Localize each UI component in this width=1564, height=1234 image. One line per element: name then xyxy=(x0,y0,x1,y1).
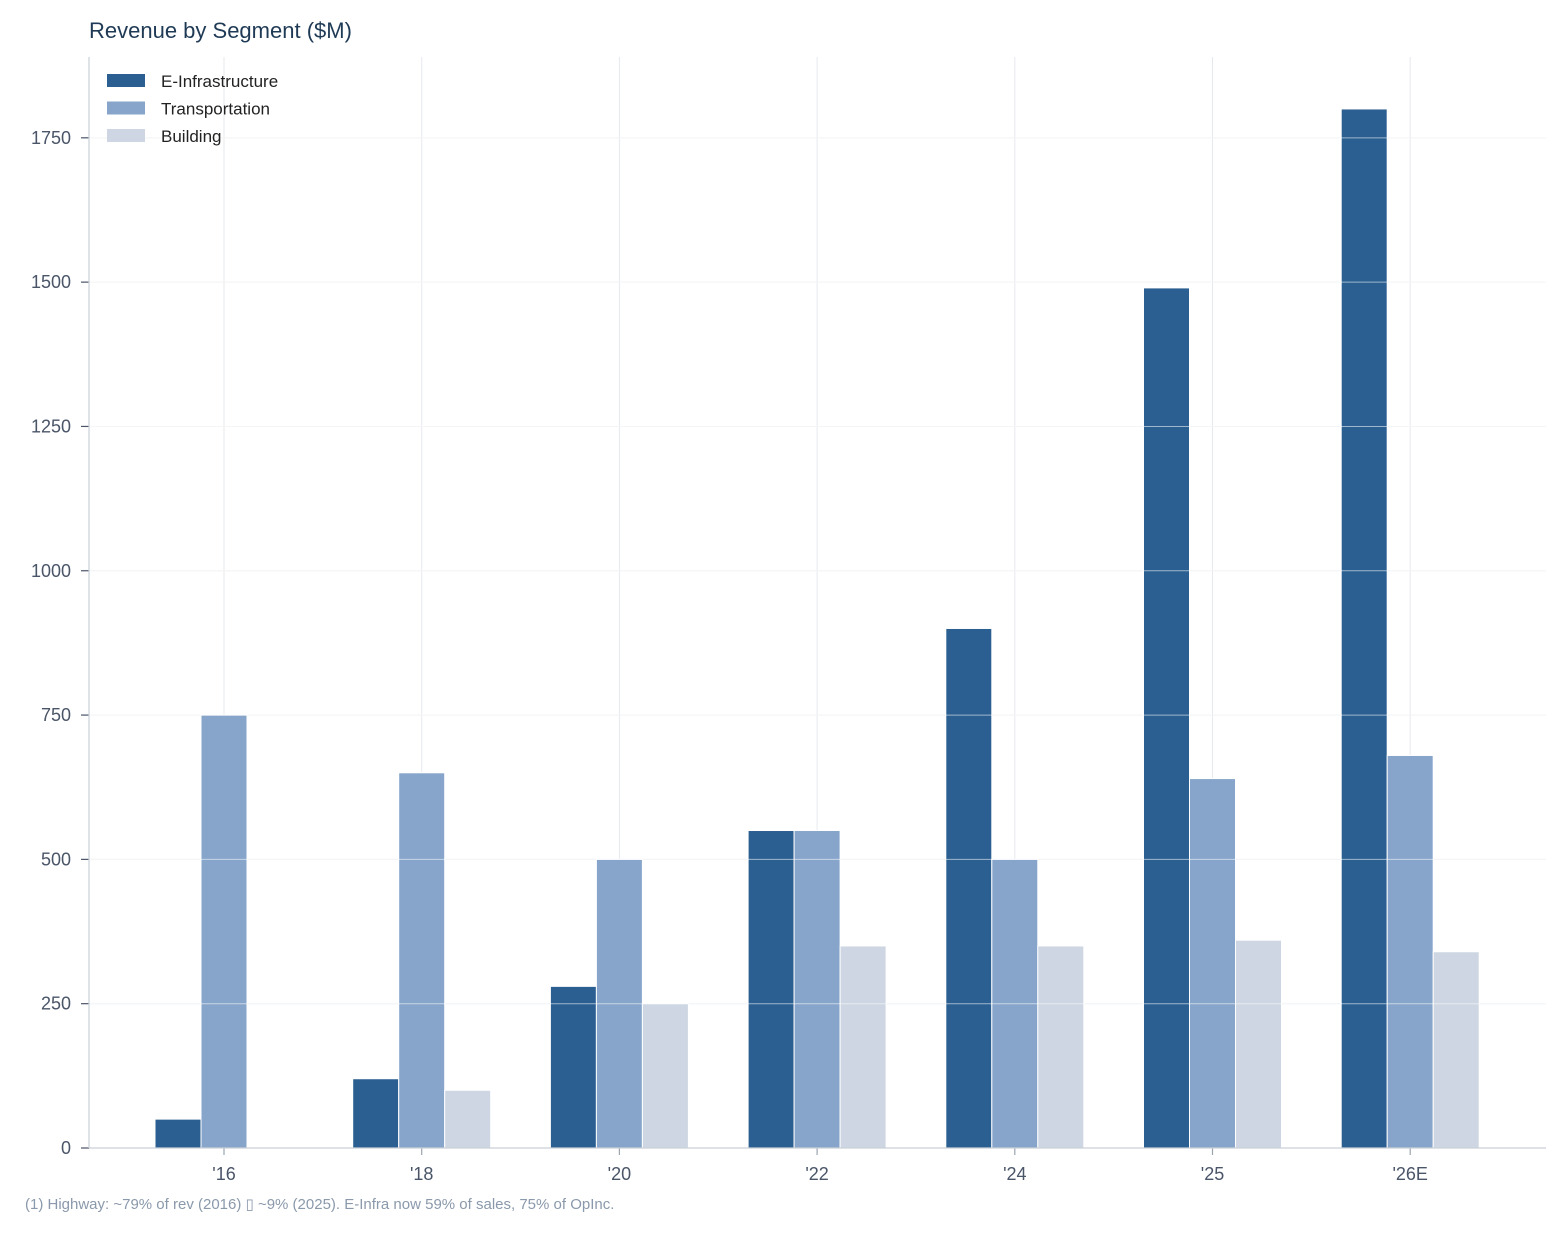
bar-transportation-1 xyxy=(398,772,446,1149)
y-tick-label: 1500 xyxy=(31,272,71,292)
bar-building-3 xyxy=(839,945,887,1149)
bar-e-infrastructure-2 xyxy=(549,985,597,1149)
bar-e-infrastructure-0 xyxy=(154,1118,202,1149)
bar-building-6 xyxy=(1432,951,1480,1149)
x-tick-label: '26E xyxy=(1392,1164,1427,1184)
legend-label-2: Building xyxy=(161,127,222,146)
y-tick-label: 250 xyxy=(41,994,71,1014)
axes xyxy=(81,57,1546,1155)
bar-e-infrastructure-3 xyxy=(747,830,795,1149)
legend: E-Infrastructure Transportation Building xyxy=(107,72,278,146)
y-tick-label: 750 xyxy=(41,705,71,725)
bar-building-2 xyxy=(641,1003,689,1149)
legend-label-0: E-Infrastructure xyxy=(161,72,278,91)
bar-transportation-0 xyxy=(200,714,248,1149)
bar-building-5 xyxy=(1235,939,1282,1149)
y-tick-label: 0 xyxy=(61,1138,71,1158)
y-tick-label: 1250 xyxy=(31,416,71,436)
legend-label-1: Transportation xyxy=(161,100,270,119)
legend-swatch-0 xyxy=(107,74,145,87)
x-tick-label: '22 xyxy=(805,1164,828,1184)
bar-e-infrastructure-4 xyxy=(945,627,993,1149)
bar-building-1 xyxy=(444,1089,492,1149)
x-tick-label: '20 xyxy=(608,1164,631,1184)
bar-transportation-3 xyxy=(793,830,841,1149)
y-tick-label: 500 xyxy=(41,849,71,869)
bar-e-infrastructure-6 xyxy=(1340,108,1388,1149)
chart-footnote: (1) Highway: ~79% of rev (2016) ▯ ~9% (2… xyxy=(25,1196,614,1213)
legend-swatch-1 xyxy=(107,101,145,115)
tick-labels: 0 250 500 750 1000 1250 1500 1750 '16 '18 '20 '22 '2… xyxy=(31,128,1428,1184)
x-tick-label: '16 xyxy=(212,1164,235,1184)
bars xyxy=(89,108,1546,1149)
y-tick-label: 1750 xyxy=(31,128,71,148)
bar-building-4 xyxy=(1037,945,1085,1149)
bar-transportation-5 xyxy=(1189,778,1236,1149)
y-tick-label: 1000 xyxy=(31,561,71,581)
x-tick-label: '24 xyxy=(1003,1164,1026,1184)
bar-transportation-6 xyxy=(1386,754,1434,1149)
x-tick-label: '25 xyxy=(1201,1164,1224,1184)
bar-e-infrastructure-5 xyxy=(1143,287,1190,1149)
legend-swatch-2 xyxy=(107,129,145,142)
x-tick-label: '18 xyxy=(410,1164,433,1184)
bar-e-infrastructure-1 xyxy=(352,1078,400,1149)
chart-title: Revenue by Segment ($M) xyxy=(89,18,352,43)
